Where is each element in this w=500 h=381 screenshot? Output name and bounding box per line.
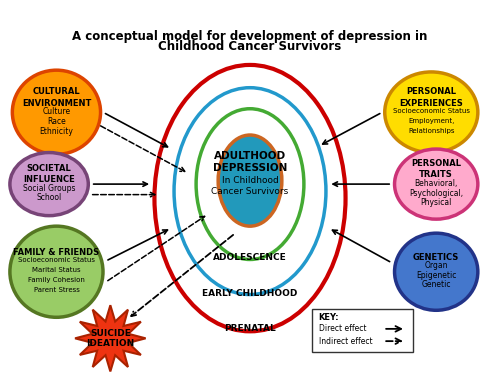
Text: Ethnicity: Ethnicity <box>40 126 74 136</box>
Text: Childhood Cancer Survivors: Childhood Cancer Survivors <box>158 40 342 53</box>
Text: FAMILY & FRIENDS: FAMILY & FRIENDS <box>14 248 100 256</box>
Text: INFLUENCE: INFLUENCE <box>23 175 75 184</box>
Text: KEY:: KEY: <box>318 313 339 322</box>
Ellipse shape <box>394 233 478 310</box>
Ellipse shape <box>10 152 88 216</box>
Text: Direct effect: Direct effect <box>318 324 366 333</box>
Text: Behavioral,: Behavioral, <box>414 179 458 188</box>
Text: School: School <box>36 194 62 202</box>
Text: Socioeconomic Status: Socioeconomic Status <box>393 109 470 114</box>
Text: EARLY CHILDHOOD: EARLY CHILDHOOD <box>202 289 298 298</box>
Text: Physical: Physical <box>420 199 452 207</box>
Text: Epigenetic: Epigenetic <box>416 271 457 280</box>
Text: Genetic: Genetic <box>422 280 451 290</box>
Text: EXPERIENCES: EXPERIENCES <box>400 99 463 107</box>
FancyBboxPatch shape <box>312 309 413 352</box>
Text: Psychological,: Psychological, <box>409 189 464 198</box>
Text: Indirect effect: Indirect effect <box>318 337 372 346</box>
Text: Socioeconomic Status: Socioeconomic Status <box>18 258 95 263</box>
Text: DEPRESSION: DEPRESSION <box>213 163 287 173</box>
Text: Culture: Culture <box>42 107 70 116</box>
Text: A conceptual model for development of depression in: A conceptual model for development of de… <box>72 30 428 43</box>
Text: TRAITS: TRAITS <box>420 170 453 179</box>
Text: Social Groups: Social Groups <box>23 184 76 193</box>
Text: ADOLESCENCE: ADOLESCENCE <box>213 253 287 261</box>
Text: Parent Stress: Parent Stress <box>34 287 80 293</box>
Ellipse shape <box>385 72 478 152</box>
Ellipse shape <box>12 70 101 154</box>
Text: ADULTHOOD: ADULTHOOD <box>214 151 286 161</box>
Ellipse shape <box>10 226 103 317</box>
Text: SUICIDE
IDEATION: SUICIDE IDEATION <box>86 329 134 348</box>
Text: Race: Race <box>47 117 66 126</box>
Text: ENVIRONMENT: ENVIRONMENT <box>22 99 91 107</box>
Text: PRENATAL: PRENATAL <box>224 324 276 333</box>
Text: PERSONAL: PERSONAL <box>406 87 457 96</box>
Text: Relationships: Relationships <box>408 128 455 134</box>
Text: CULTURAL: CULTURAL <box>32 87 80 96</box>
Text: SOCIETAL: SOCIETAL <box>26 164 72 173</box>
Text: Employment,: Employment, <box>408 118 455 124</box>
Text: PERSONAL: PERSONAL <box>411 159 461 168</box>
Text: Cancer Survivors: Cancer Survivors <box>212 187 288 196</box>
Ellipse shape <box>394 149 478 219</box>
Text: Marital Status: Marital Status <box>32 267 81 273</box>
Text: In Childhood: In Childhood <box>222 176 278 185</box>
Text: Organ: Organ <box>424 261 448 270</box>
Ellipse shape <box>218 135 282 226</box>
Text: GENETICS: GENETICS <box>413 253 460 261</box>
Text: Family Cohesion: Family Cohesion <box>28 277 85 283</box>
Polygon shape <box>75 305 146 371</box>
